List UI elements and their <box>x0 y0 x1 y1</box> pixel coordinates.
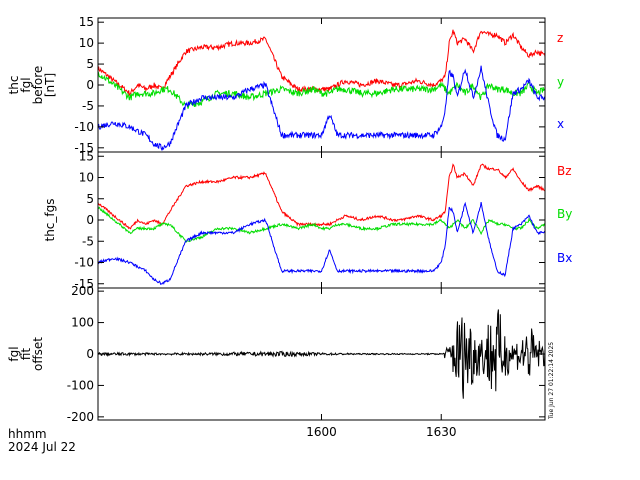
series-line-bz <box>97 163 546 230</box>
y-tick-label: 15 <box>79 149 94 163</box>
y-tick-label: -10 <box>74 120 94 134</box>
legend-label-bx: Bx <box>557 251 572 265</box>
y-axis-label-line: before <box>31 66 45 105</box>
legend-label-y: y <box>557 75 564 89</box>
panel-2: Bz By Bx -15 -10 -5 0 5 10 15 thc_fgs <box>43 149 572 291</box>
y-tick-label: 10 <box>79 36 94 50</box>
y-tick-label: 10 <box>79 171 94 185</box>
series-line-bx <box>97 201 546 285</box>
y-tick-label: -10 <box>74 256 94 270</box>
y-axis-label-line: thc <box>7 76 21 95</box>
y-tick-label: -5 <box>82 234 94 248</box>
y-tick-label: -15 <box>74 277 94 291</box>
y-tick-label: -15 <box>74 141 94 155</box>
legend-label-z: z <box>557 31 563 45</box>
y-tick-label: 5 <box>86 57 94 71</box>
y-axis-label-line: thc_fgs <box>43 198 57 241</box>
legend-label-bz: Bz <box>557 164 572 178</box>
legend-label-by: By <box>557 207 572 221</box>
y-tick-label: -100 <box>67 378 94 392</box>
y-tick-label: -5 <box>82 99 94 113</box>
y-tick-label: 200 <box>71 284 94 298</box>
y-tick-label: 15 <box>79 15 94 29</box>
series-line-offset <box>97 309 546 399</box>
y-tick-label: -200 <box>67 410 94 424</box>
y-tick-label: 0 <box>86 347 94 361</box>
date-label: 2024 Jul 22 <box>8 440 76 454</box>
x-tick-label: 1600 <box>306 425 337 439</box>
xaxis-label: hhmm <box>8 427 47 441</box>
y-axis-label-line: fit <box>19 348 33 361</box>
y-axis-label-line: offset <box>31 337 45 371</box>
y-tick-label: 0 <box>86 78 94 92</box>
y-axis-label-line: [nT] <box>43 73 57 97</box>
series-line-z <box>97 29 546 97</box>
x-tick-label: 1630 <box>426 425 457 439</box>
y-tick-label: 0 <box>86 213 94 227</box>
series-line-x <box>97 65 546 152</box>
y-tick-label: 5 <box>86 192 94 206</box>
legend-label-x: x <box>557 117 564 131</box>
y-axis-label-line: fgl <box>7 346 21 361</box>
y-tick-label: 100 <box>71 316 94 330</box>
timestamp-stamp: Tue Jun 27 01:22:14 2025 <box>548 342 555 420</box>
series-line-y <box>97 71 546 109</box>
y-axis-label-line: fgl <box>19 77 33 92</box>
